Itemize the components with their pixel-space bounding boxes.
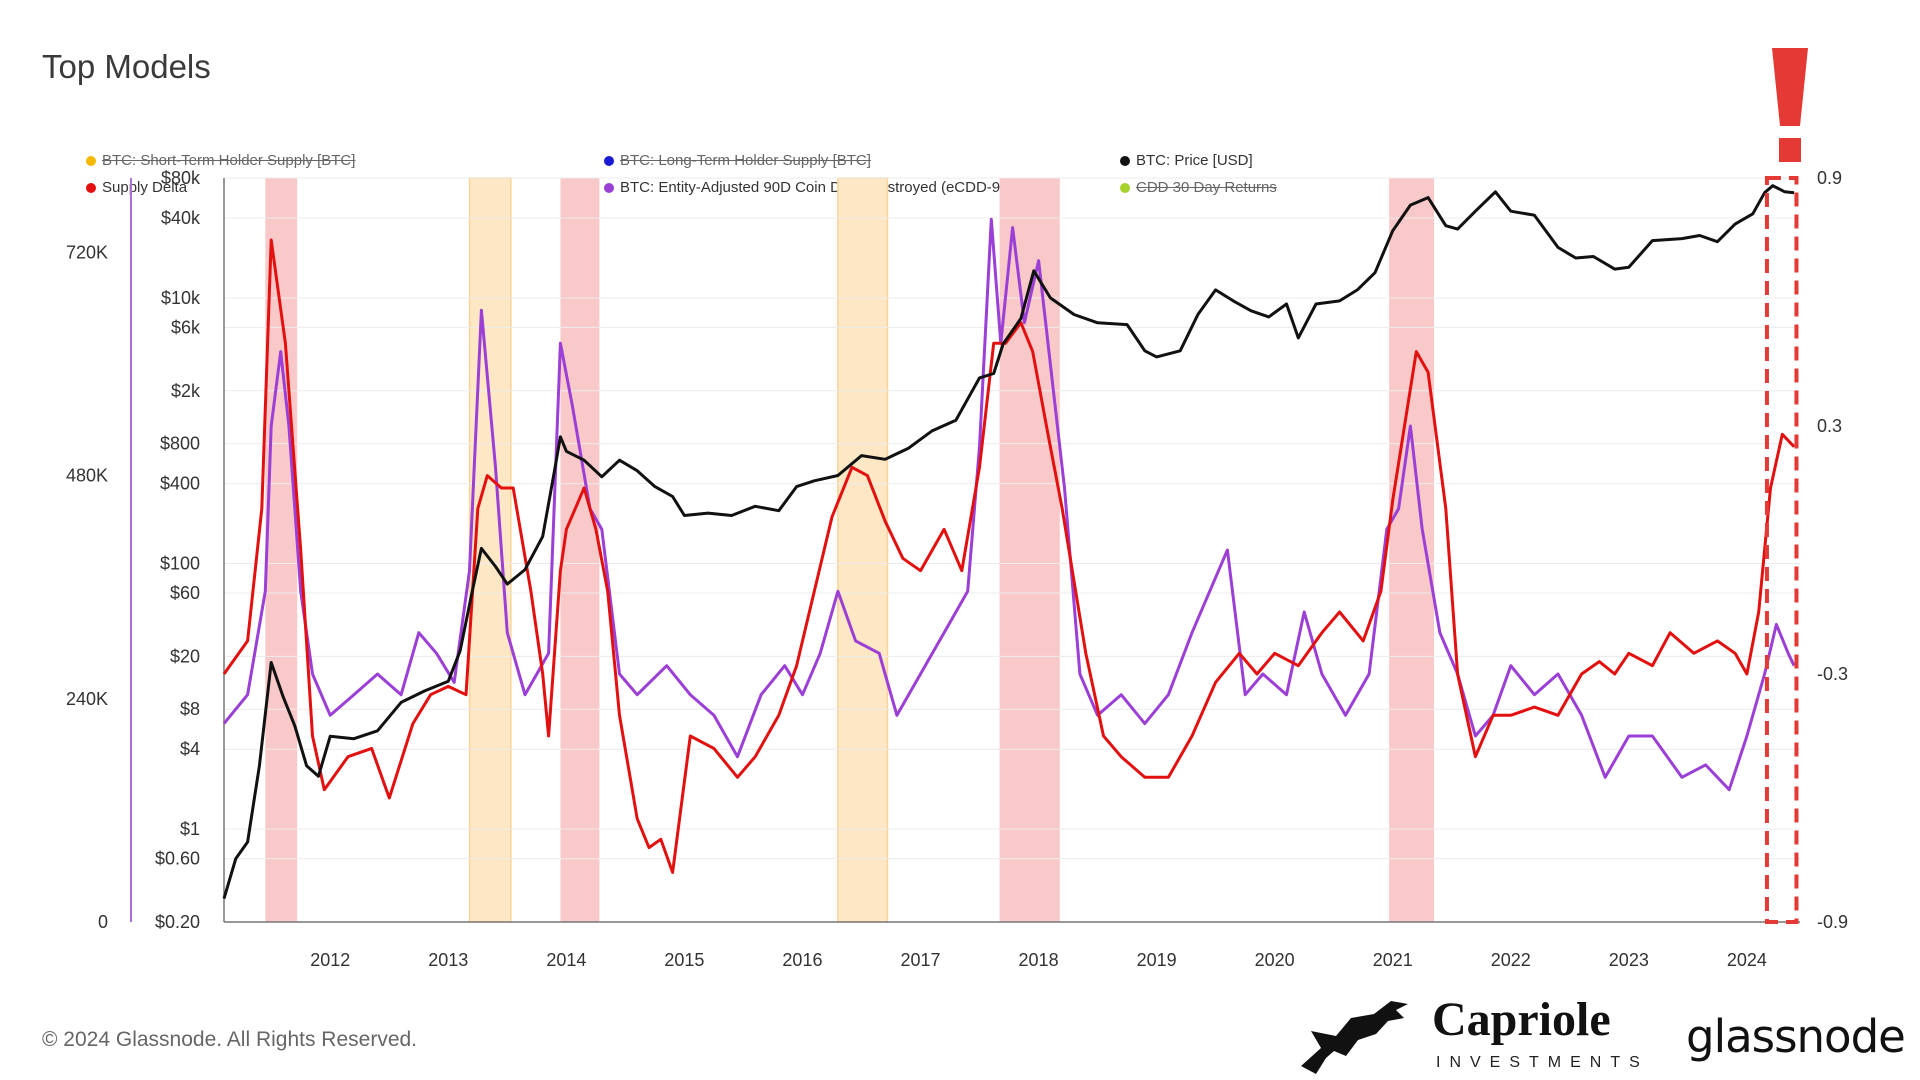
x-axis-tick-label: 2013 bbox=[428, 950, 468, 970]
x-axis-tick-label: 2023 bbox=[1609, 950, 1649, 970]
legend-item[interactable]: CDD 30 Day Returns bbox=[1120, 179, 1277, 196]
price-axis-tick-label: $800 bbox=[160, 434, 200, 454]
legend-dot-icon bbox=[1120, 156, 1130, 166]
orange-highlight-band bbox=[837, 177, 889, 923]
outer-axis-tick-label: 0 bbox=[98, 912, 108, 932]
price-axis-tick-label: $10k bbox=[161, 288, 201, 308]
x-axis-tick-label: 2021 bbox=[1373, 950, 1413, 970]
alert-dashed-box bbox=[1764, 176, 1799, 924]
x-axis-tick-label: 2012 bbox=[310, 950, 350, 970]
legend-item[interactable]: BTC: Short-Term Holder Supply [BTC] bbox=[86, 152, 355, 169]
series-line bbox=[222, 184, 1795, 900]
alert-exclamation-icon bbox=[1772, 48, 1808, 162]
price-axis-tick-label: $2k bbox=[171, 381, 201, 401]
legend-dot-icon bbox=[1120, 183, 1130, 193]
capriole-horse-logo-icon bbox=[1301, 1001, 1408, 1074]
x-axis-tick-label: 2014 bbox=[546, 950, 586, 970]
price-axis-tick-label: $8 bbox=[180, 699, 200, 719]
x-axis-tick-label: 2015 bbox=[664, 950, 704, 970]
right-axis-tick-label: 0.9 bbox=[1817, 168, 1842, 188]
legend-label: Supply Delta bbox=[102, 179, 188, 196]
outer-axis-tick-label: 720K bbox=[66, 242, 108, 262]
x-axis-tick-label: 2018 bbox=[1019, 950, 1059, 970]
legend-label: BTC: Price [USD] bbox=[1136, 152, 1253, 169]
legend-dot-icon bbox=[604, 156, 614, 166]
price-axis-tick-label: $80k bbox=[161, 168, 201, 188]
series-line bbox=[222, 217, 1796, 792]
legend-label: CDD 30 Day Returns bbox=[1136, 179, 1277, 196]
price-axis-tick-label: $100 bbox=[160, 554, 200, 574]
glassnode-wordmark: glassnode bbox=[1686, 1010, 1906, 1063]
legend-item[interactable]: BTC: Price [USD] bbox=[1120, 152, 1253, 169]
price-axis-tick-label: $60 bbox=[170, 583, 200, 603]
price-axis-tick-label: $20 bbox=[170, 646, 200, 666]
capriole-subtitle: INVESTMENTS bbox=[1436, 1054, 1649, 1071]
price-axis-tick-label: $4 bbox=[180, 739, 200, 759]
x-axis-tick-label: 2020 bbox=[1255, 950, 1295, 970]
outer-axis-tick-label: 240K bbox=[66, 689, 108, 709]
x-axis-tick-label: 2017 bbox=[900, 950, 940, 970]
legend-item[interactable]: BTC: Long-Term Holder Supply [BTC] bbox=[604, 152, 871, 169]
price-axis-tick-label: $400 bbox=[160, 474, 200, 494]
price-axis-tick-label: $0.20 bbox=[155, 912, 200, 932]
red-highlight-band bbox=[265, 178, 298, 922]
legend-label: BTC: Long-Term Holder Supply [BTC] bbox=[620, 152, 871, 169]
x-axis-tick-label: 2016 bbox=[782, 950, 822, 970]
right-axis-tick-label: -0.3 bbox=[1817, 664, 1848, 684]
price-axis-tick-label: $0.60 bbox=[155, 849, 200, 869]
x-axis-tick-label: 2024 bbox=[1727, 950, 1767, 970]
legend-item[interactable]: BTC: Entity-Adjusted 90D Coin Days Destr… bbox=[604, 179, 1013, 196]
right-axis-tick-label: -0.9 bbox=[1817, 912, 1848, 932]
legend-label: BTC: Entity-Adjusted 90D Coin Days Destr… bbox=[620, 179, 1014, 196]
series-line bbox=[222, 238, 1796, 874]
x-axis-tick-label: 2019 bbox=[1137, 950, 1177, 970]
x-axis-tick-label: 2022 bbox=[1491, 950, 1531, 970]
chart-title: Top Models bbox=[42, 48, 211, 85]
price-axis-tick-label: $6k bbox=[171, 317, 201, 337]
legend-label: BTC: Short-Term Holder Supply [BTC] bbox=[102, 152, 356, 169]
capriole-wordmark: Capriole bbox=[1432, 993, 1611, 1046]
red-highlight-band bbox=[560, 178, 600, 922]
right-axis-tick-label: 0.3 bbox=[1817, 416, 1842, 436]
legend-dot-icon bbox=[604, 183, 614, 193]
outer-axis-tick-label: 480K bbox=[66, 466, 108, 486]
red-highlight-band bbox=[1389, 178, 1435, 922]
price-axis-tick-label: $40k bbox=[161, 208, 201, 228]
legend-dot-icon bbox=[86, 156, 96, 166]
legend-item[interactable]: Supply Delta bbox=[86, 179, 187, 196]
copyright-text: © 2024 Glassnode. All Rights Reserved. bbox=[42, 1028, 418, 1051]
price-axis-tick-label: $1 bbox=[180, 819, 200, 839]
legend-dot-icon bbox=[86, 183, 96, 193]
